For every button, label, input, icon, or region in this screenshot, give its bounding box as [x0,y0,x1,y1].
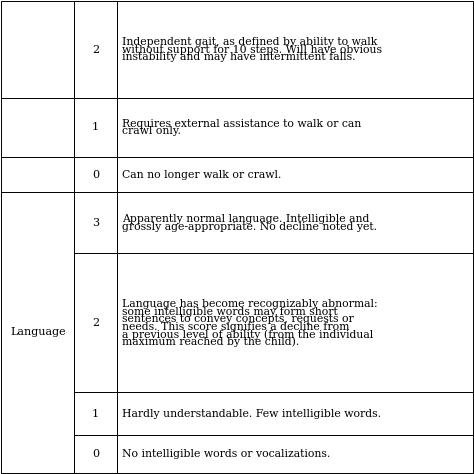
Text: Hardly understandable. Few intelligible words.: Hardly understandable. Few intelligible … [122,409,381,419]
Text: Language: Language [10,328,66,337]
Text: 0: 0 [92,170,99,180]
Bar [117,157,473,192]
Bar [117,254,473,392]
Text: Independent gait, as defined by ability to walk: Independent gait, as defined by ability … [122,37,377,47]
Bar [117,435,473,473]
Bar [74,192,117,254]
Bar [1,192,74,254]
Text: 1: 1 [92,409,99,419]
Text: 2: 2 [92,45,99,55]
Text: 0: 0 [92,449,99,459]
Bar [117,1,473,98]
Bar [117,392,473,435]
Text: some intelligible words may form short: some intelligible words may form short [122,307,337,317]
Bar [1,192,74,473]
Bar [1,392,74,435]
Text: without support for 10 steps. Will have obvious: without support for 10 steps. Will have … [122,45,382,55]
Text: maximum reached by the child).: maximum reached by the child). [122,337,299,347]
Bar [74,254,117,392]
Text: instability and may have intermittent falls.: instability and may have intermittent fa… [122,52,355,62]
Text: 2: 2 [92,318,99,328]
Bar [1,254,74,392]
Text: Requires external assistance to walk or can: Requires external assistance to walk or … [122,118,361,128]
Bar [1,98,74,157]
Text: 1: 1 [92,122,99,132]
Text: No intelligible words or vocalizations.: No intelligible words or vocalizations. [122,449,330,459]
Bar [1,157,74,192]
Bar [74,98,117,157]
Bar [74,1,117,98]
Bar [117,98,473,157]
Text: Apparently normal language. Intelligible and: Apparently normal language. Intelligible… [122,214,369,224]
Bar [74,435,117,473]
Text: a previous level of ability (from the individual: a previous level of ability (from the in… [122,329,373,340]
Bar [1,1,74,98]
Text: Language has become recognizably abnormal:: Language has become recognizably abnorma… [122,299,377,309]
Bar [1,435,74,473]
Text: grossly age-appropriate. No decline noted yet.: grossly age-appropriate. No decline note… [122,222,377,232]
Text: crawl only.: crawl only. [122,126,181,136]
Text: sentences to convey concepts, requests or: sentences to convey concepts, requests o… [122,314,353,324]
Bar [74,157,117,192]
Text: Can no longer walk or crawl.: Can no longer walk or crawl. [122,170,281,180]
Bar [117,192,473,254]
Bar [74,392,117,435]
Text: needs. This score signifies a decline from: needs. This score signifies a decline fr… [122,322,349,332]
Text: 3: 3 [92,218,99,228]
